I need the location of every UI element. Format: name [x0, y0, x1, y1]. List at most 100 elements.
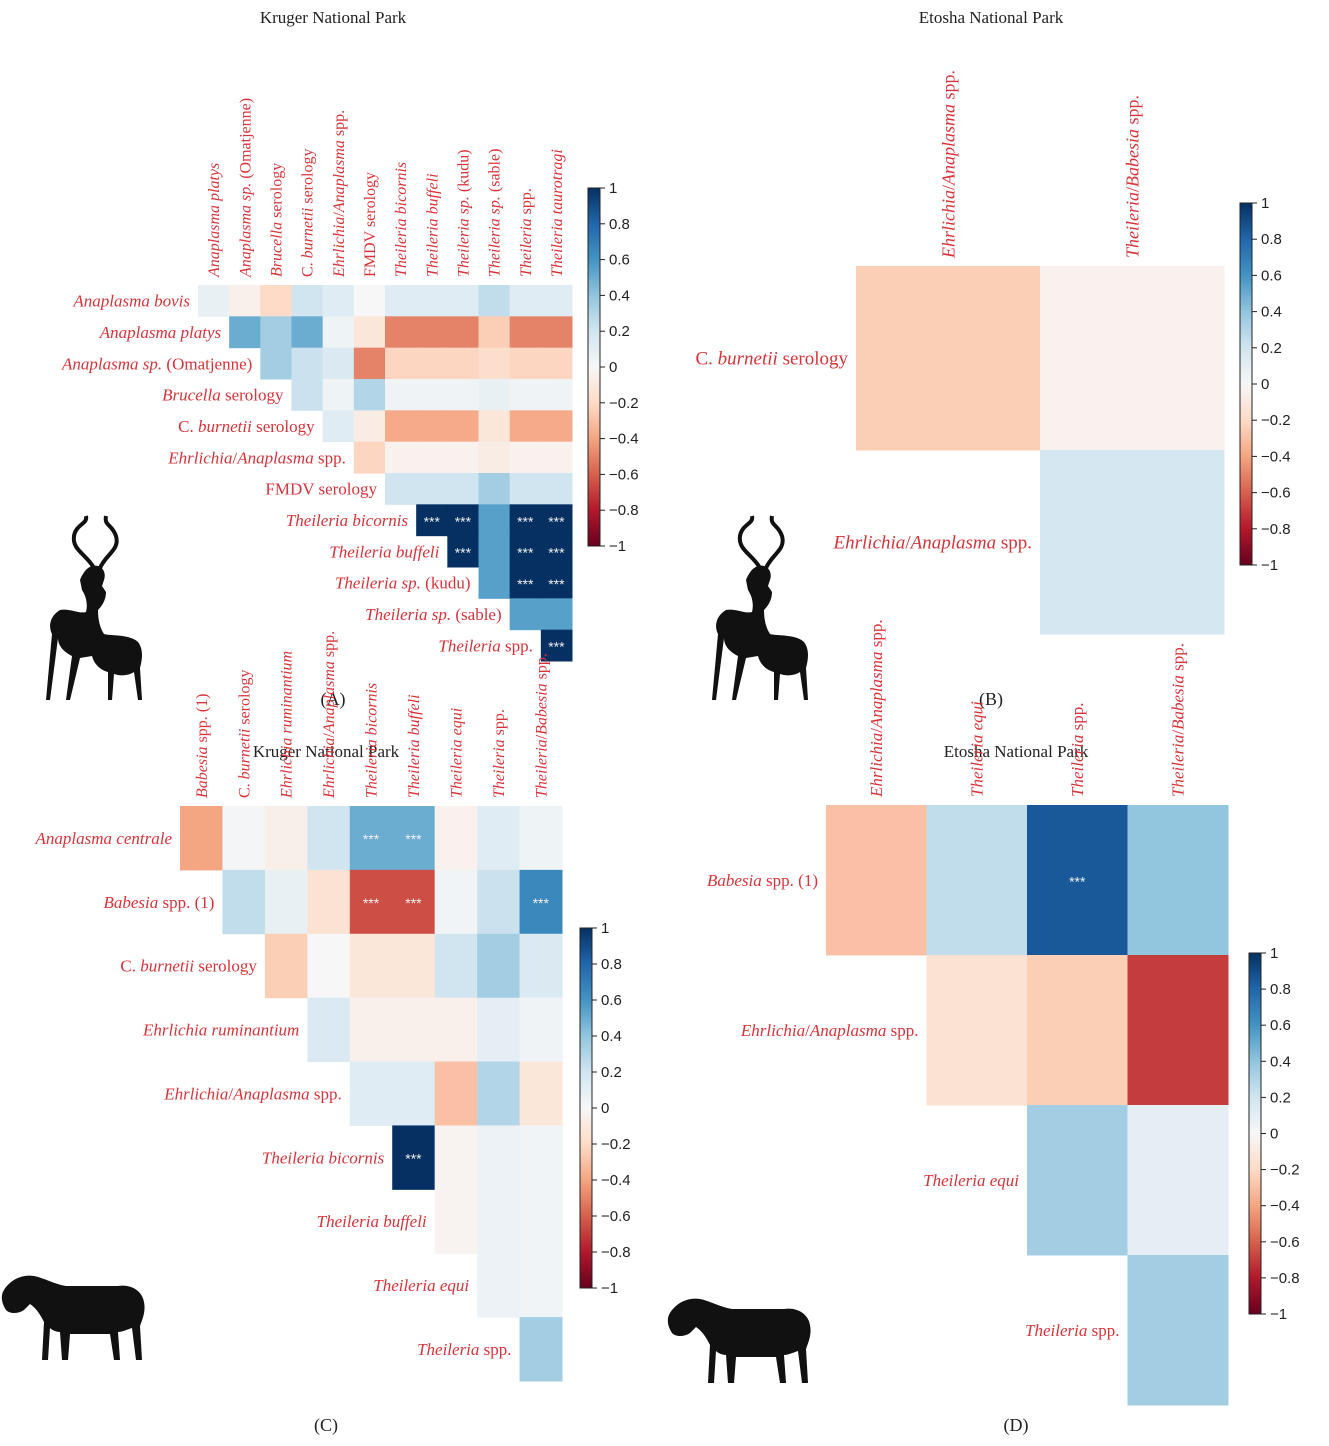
row-label-c-burnetii-serology: C. burnetii serology: [178, 417, 315, 436]
heatmap-cell: [264, 806, 308, 871]
row-label-theileria-spp: Theileria spp.: [1025, 1321, 1119, 1340]
heatmap-cell: [180, 806, 223, 871]
row-label-theileria-sp-kudu: Theileria sp. (kudu): [335, 574, 471, 593]
heatmap-cell: [416, 285, 448, 317]
heatmap-cell: [416, 379, 448, 411]
colorbar-tick-label: 0.2: [609, 323, 630, 340]
significance-label: ***: [363, 831, 380, 847]
colorbar-tick-label: −1: [1261, 557, 1278, 574]
heatmap-cell: [519, 1125, 563, 1190]
heatmap-cell: [519, 1253, 563, 1318]
heatmap-cell: [519, 1317, 563, 1382]
colorbar: [579, 927, 593, 1289]
heatmap-cell: [416, 347, 448, 380]
heatmap-cell: [856, 266, 1041, 451]
heatmap-cell: [509, 285, 542, 317]
column-label-c-burnetii-serology: C. burnetii serology: [236, 670, 253, 798]
significance-label: ***: [363, 895, 380, 911]
heatmap-cell: [198, 285, 230, 317]
heatmap-cell: [385, 316, 417, 349]
heatmap-cell: [349, 869, 393, 935]
heatmap-cell: [509, 347, 542, 380]
colorbar-tick-label: 0.8: [609, 216, 630, 233]
heatmap-cell: [447, 535, 479, 568]
heatmap-cell: [385, 379, 417, 411]
heatmap-cell: [509, 441, 542, 474]
colorbar-tick-label: 0.6: [1261, 267, 1282, 284]
heatmap-cell: [392, 869, 436, 935]
chart-title: Etosha National Park: [944, 742, 1089, 761]
heatmap-cell: [540, 441, 573, 474]
heatmap-cell: [519, 1061, 563, 1126]
significance-label: ***: [517, 513, 534, 529]
row-label-ehrlichia-ruminantium: Ehrlichia ruminantium: [142, 1021, 299, 1040]
heatmap-cell: [447, 316, 479, 349]
heatmap-cell: [385, 285, 417, 317]
colorbar-tick-label: 1: [1261, 195, 1269, 212]
zebra-icon: [1, 1275, 145, 1360]
heatmap-cell: [222, 869, 266, 935]
heatmap-cell: [478, 504, 511, 537]
colorbar-tick-label: 0: [601, 1100, 609, 1117]
heatmap-cell: [416, 504, 448, 537]
heatmap-cell: [509, 410, 542, 443]
row-label-theileria-buffeli: Theileria buffeli: [329, 542, 439, 561]
colorbar-tick-label: −0.6: [601, 1208, 631, 1225]
row-label-babesia-spp-1: Babesia spp. (1): [707, 871, 818, 890]
column-label-c-burnetii-serology: C. burnetii serology: [300, 149, 317, 277]
heatmap-cell: [519, 997, 563, 1063]
heatmap-cell: [260, 316, 292, 349]
heatmap-cell: [353, 316, 386, 349]
colorbar-tick-label: 0.4: [1261, 304, 1282, 321]
heatmap-cell: [540, 316, 573, 349]
heatmap-cell: [322, 285, 355, 317]
heatmap-cell: [477, 1189, 521, 1254]
heatmap-cell: [540, 347, 573, 380]
significance-label: ***: [455, 513, 472, 529]
heatmap-cell: [540, 567, 573, 599]
column-label-theileria-equi: Theileria equi: [448, 708, 465, 798]
colorbar-tick-label: 0: [1261, 376, 1269, 393]
heatmap-cell: [416, 316, 448, 349]
heatmap-cell: [447, 410, 479, 443]
heatmap-cell: [353, 347, 386, 380]
chart-panel: Kruger National Park *** *** *** *** *** *** **…: [46, 8, 639, 710]
heatmap-cell: [260, 347, 292, 380]
heatmap-cell: [509, 316, 542, 349]
column-label-theileria-equi: Theileria equi: [968, 701, 987, 797]
heatmap-cell: [385, 473, 417, 505]
heatmap-cell: [322, 316, 355, 349]
heatmap-cell: [478, 347, 511, 380]
heatmap-cell: [447, 285, 479, 317]
heatmap-cell: [477, 1125, 521, 1190]
chart-panel: Kruger National Park *** *** *** *** *** *** An…: [1, 631, 631, 1436]
kudu-icon: [712, 515, 808, 700]
heatmap-cell: [307, 933, 351, 999]
colorbar-tick-label: −0.6: [609, 466, 639, 483]
colorbar-tick-label: 0.4: [601, 1028, 622, 1045]
heatmap-cell: [416, 473, 448, 505]
colorbar-tick-label: −0.8: [1270, 1270, 1300, 1287]
significance-label: ***: [533, 895, 550, 911]
heatmap-cell: [478, 316, 511, 349]
heatmap-cell: [477, 1253, 521, 1318]
panel-label: (A): [321, 689, 346, 710]
row-label-brucella-serology: Brucella serology: [162, 386, 284, 405]
heatmap-cell: [1027, 805, 1128, 956]
heatmap-cell: [322, 410, 355, 443]
panel-label: (C): [314, 1415, 338, 1436]
heatmap-cell: [540, 504, 573, 537]
heatmap-cell: [447, 347, 479, 380]
heatmap-cell: [478, 379, 511, 411]
heatmap-cell: [509, 535, 542, 568]
significance-label: ***: [1069, 873, 1086, 889]
column-label-theileria-sp-kudu: Theileria sp. (kudu): [456, 149, 473, 277]
colorbar-tick-label: 0.6: [1270, 1017, 1291, 1034]
significance-label: ***: [548, 576, 565, 592]
heatmap-cell: [349, 1061, 393, 1126]
column-label-ehrlichia-anaplasma-spp: Ehrlichia/Anaplasma spp.: [321, 631, 338, 799]
colorbar-tick-label: 0.2: [1270, 1089, 1291, 1106]
column-label-theileria-sp-sable: Theileria sp. (sable): [487, 149, 504, 277]
column-label-theileria-babesia-spp: Theileria/Babesia spp.: [533, 653, 550, 798]
heatmap-cell: [307, 869, 351, 935]
